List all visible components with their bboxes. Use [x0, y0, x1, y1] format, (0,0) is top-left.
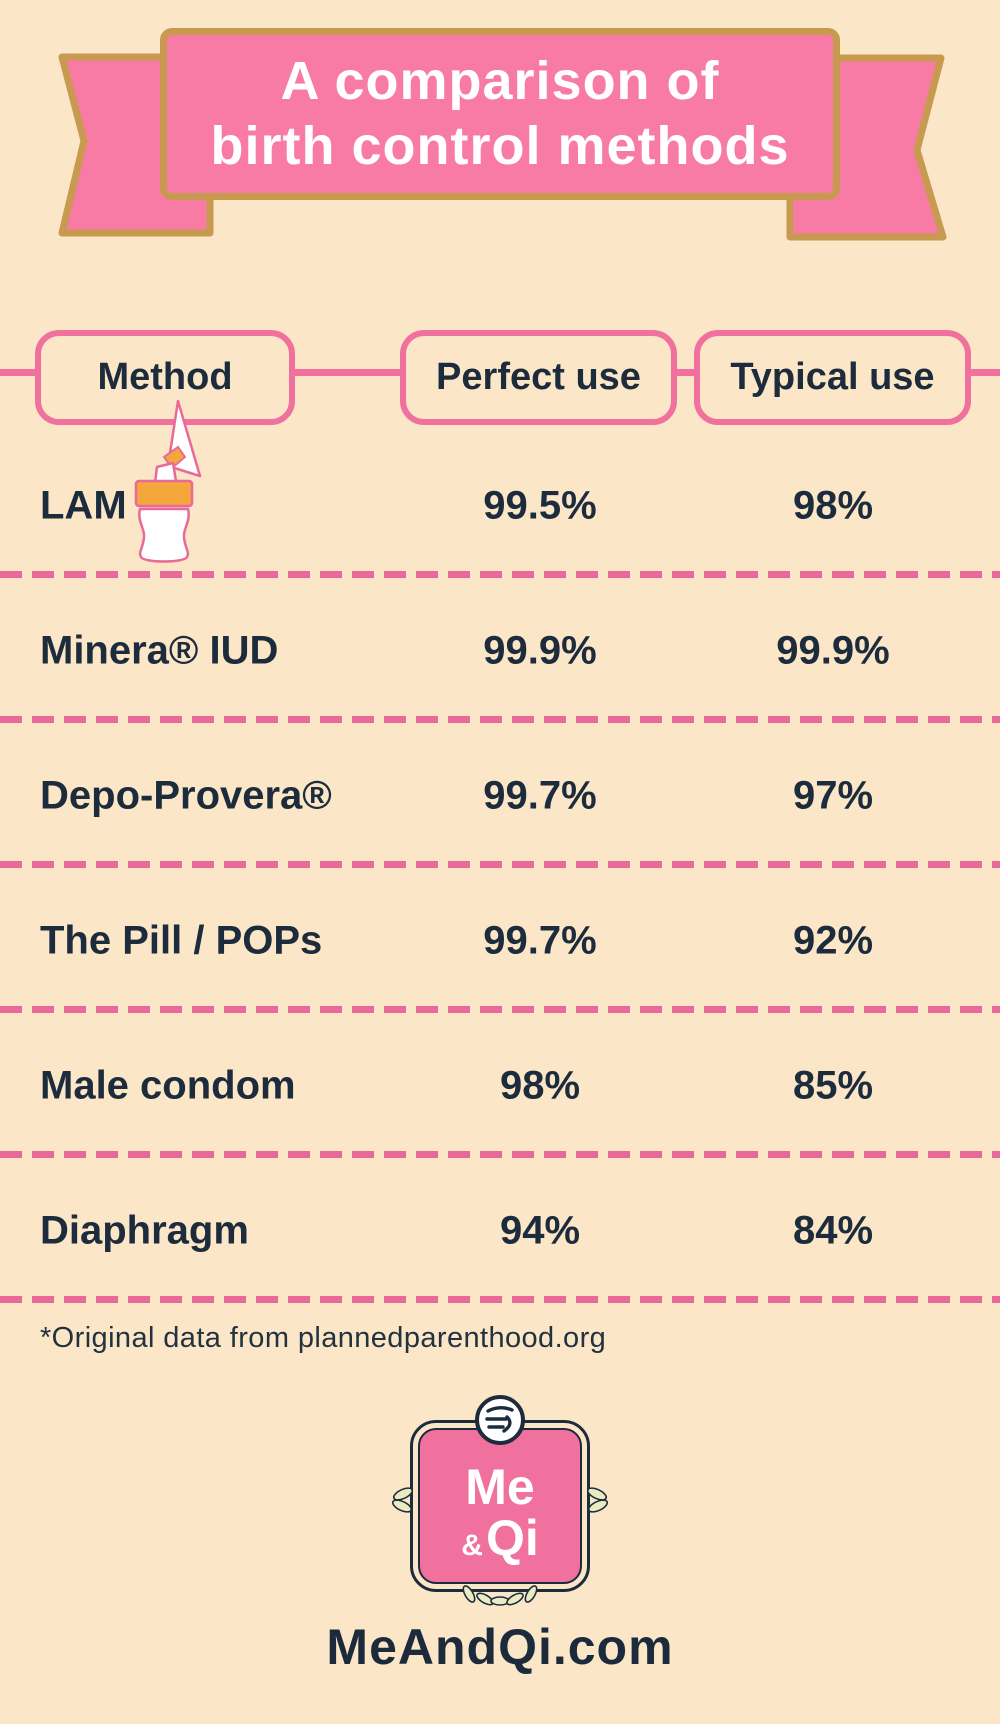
- column-header-typical-use-label: Typical use: [730, 356, 935, 398]
- meandqi-logo: Me & Qi: [385, 1390, 615, 1620]
- table-row-male-condom: Male condom 98% 85%: [0, 1013, 1000, 1158]
- website-url: MeAndQi.com: [326, 1619, 674, 1675]
- method-label: Depo-Provera®: [40, 773, 332, 817]
- typical-use-value: 84%: [792, 1208, 874, 1252]
- logo-text-qi: & Qi: [461, 1509, 539, 1566]
- banner-rectangle: A comparison of birth control methods: [160, 28, 840, 200]
- typical-use-value: 92%: [792, 918, 874, 962]
- row-separator: [0, 571, 1000, 578]
- column-header-perfect-use-label: Perfect use: [436, 356, 641, 398]
- logo-ampersand: &: [461, 1528, 483, 1562]
- logo-badge-inner: Me & Qi: [418, 1428, 582, 1584]
- page-title-line2: birth control methods: [210, 116, 790, 176]
- perfect-use-value: 94%: [499, 1208, 581, 1252]
- typical-use-value: 98%: [792, 483, 874, 527]
- row-separator: [0, 1296, 1000, 1303]
- perfect-use-value: 98%: [499, 1063, 581, 1107]
- perfect-use-value: 99.9%: [483, 628, 597, 672]
- perfect-use-value: 99.7%: [483, 918, 597, 962]
- method-label: The Pill / POPs: [40, 918, 323, 962]
- row-separator: [0, 861, 1000, 868]
- column-header-method: Method: [35, 330, 295, 425]
- table-row-the-pill: The Pill / POPs 99.7% 92%: [0, 868, 1000, 1013]
- table-row-minera-iud: Minera® IUD 99.9% 99.9%: [0, 578, 1000, 723]
- row-separator: [0, 1151, 1000, 1158]
- table-body: LAM 99.5% 98% Minera® IUD 99.9% 99.9% De…: [0, 399, 1000, 1303]
- qi-symbol-icon: [475, 1395, 525, 1445]
- column-header-method-label: Method: [97, 356, 233, 398]
- perfect-use-value: 99.5%: [483, 483, 597, 527]
- table-row-lam: LAM 99.5% 98%: [0, 399, 1000, 578]
- method-label: Male condom: [40, 1063, 296, 1107]
- title-banner: A comparison of birth control methods: [0, 0, 1000, 270]
- typical-use-value: 99.9%: [776, 628, 890, 672]
- method-label: Diaphragm: [40, 1208, 249, 1252]
- page-title-line1: A comparison of: [280, 51, 720, 112]
- source-note: *Original data from plannedparenthood.or…: [40, 1322, 607, 1354]
- column-header-typical-use: Typical use: [694, 330, 971, 425]
- method-label: Minera® IUD: [40, 628, 279, 672]
- logo-qi-word: Qi: [485, 1509, 539, 1566]
- perfect-use-value: 99.7%: [483, 773, 597, 817]
- logo-text-me: Me: [465, 1459, 535, 1515]
- table-row-diaphragm: Diaphragm 94% 84%: [0, 1158, 1000, 1303]
- method-label: LAM: [40, 483, 127, 527]
- typical-use-value: 97%: [792, 773, 874, 817]
- page-title: A comparison of birth control methods: [211, 49, 790, 179]
- row-separator: [0, 1006, 1000, 1013]
- column-header-perfect-use: Perfect use: [400, 330, 677, 425]
- table-row-depo-provera: Depo-Provera® 99.7% 97%: [0, 723, 1000, 868]
- typical-use-value: 85%: [792, 1063, 874, 1107]
- row-separator: [0, 716, 1000, 723]
- breast-pump-icon: [134, 399, 202, 563]
